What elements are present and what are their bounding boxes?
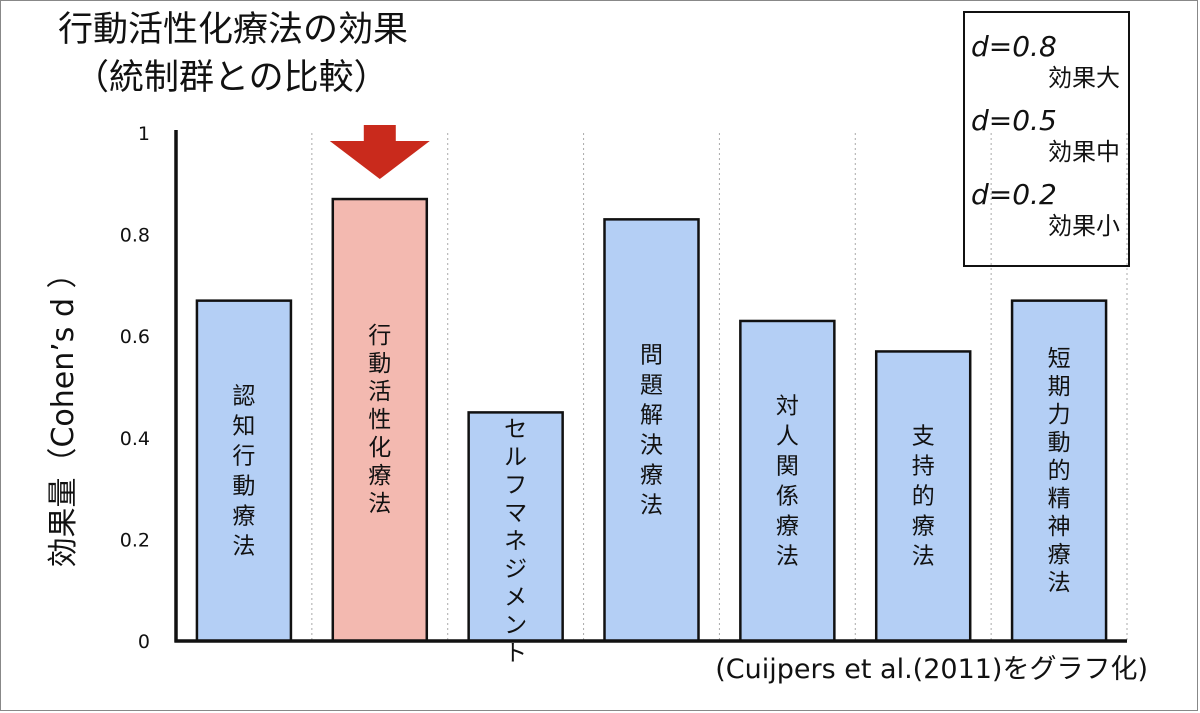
legend-label-large: 効果大 xyxy=(1048,64,1120,92)
bar-category-label: ン xyxy=(504,612,527,638)
bar-category-label: マ xyxy=(504,500,527,526)
bar-category-label: 短 xyxy=(1048,346,1071,372)
bar-category-label: 療 xyxy=(232,503,255,529)
source-citation: (Cuijpers et al.(2011)をグラフ化) xyxy=(715,654,1148,685)
bar-category-label: 療 xyxy=(368,463,391,489)
bar-category-label: 認 xyxy=(232,383,255,409)
bar-category-label: 動 xyxy=(232,473,255,499)
chart-subtitle: （統制群との比較） xyxy=(74,58,389,98)
bar-category-label: 的 xyxy=(1048,458,1071,484)
bar-category-label: 行 xyxy=(368,323,391,349)
bar-category-label: 動 xyxy=(368,351,391,377)
bar-category-label: 題 xyxy=(640,373,663,399)
bar-category-label: 動 xyxy=(1048,430,1071,456)
bar-category-label: 法 xyxy=(912,544,935,570)
bar-category-label: 活 xyxy=(368,379,391,405)
bar-category-label: 化 xyxy=(368,435,391,461)
bar-category-label: フ xyxy=(504,472,527,498)
bar-category-label: ト xyxy=(504,640,527,666)
bar xyxy=(331,197,429,643)
bar xyxy=(195,299,293,643)
bar-category-label: 療 xyxy=(1048,542,1071,568)
y-tick-label: 1 xyxy=(138,123,150,145)
bar-category-label: 法 xyxy=(232,533,255,559)
bar-category-label: 期 xyxy=(1048,374,1071,400)
bar-category-label: 知 xyxy=(232,413,255,439)
legend-d-large: d=0.8 xyxy=(971,30,1057,63)
highlight-arrow-icon xyxy=(329,125,430,180)
legend-label-medium: 効果中 xyxy=(1048,138,1120,166)
bar-category-label: 精 xyxy=(1048,486,1071,512)
y-tick-label: 0.8 xyxy=(120,225,150,247)
bar-category-label: 決 xyxy=(640,433,663,459)
legend-d-small: d=0.2 xyxy=(971,178,1057,211)
bar-category-label: 持 xyxy=(912,454,935,480)
bar-category-label: 行 xyxy=(232,443,255,469)
chart-title: 行動活性化療法の効果 xyxy=(58,10,409,50)
bar-category-label: 関 xyxy=(776,453,799,479)
bar-category-label: 的 xyxy=(912,484,935,510)
bar-category-label: 問 xyxy=(640,343,663,369)
bar-category-label: 療 xyxy=(912,514,935,540)
bar xyxy=(467,411,564,643)
y-tick-label: 0.2 xyxy=(120,529,150,551)
bar-category-label: 性 xyxy=(368,407,391,433)
bar-category-label: 療 xyxy=(640,463,663,489)
bar xyxy=(874,350,972,643)
effect-size-legend: d=0.8 効果大 d=0.5 効果中 d=0.2 効果小 xyxy=(963,11,1130,267)
bar-category-label: 力 xyxy=(1048,402,1071,428)
bar-category-label: 法 xyxy=(640,493,663,519)
bar-category-label: 療 xyxy=(776,513,799,539)
y-tick-label: 0.4 xyxy=(120,428,150,450)
bar-category-label: 解 xyxy=(640,403,663,429)
bar-category-label: ジ xyxy=(504,556,527,582)
bar-category-label: ル xyxy=(504,444,527,470)
bar xyxy=(603,218,700,643)
bar-category-label: 法 xyxy=(776,543,799,569)
y-tick-label: 0 xyxy=(138,631,150,653)
bar-category-label: セ xyxy=(504,416,527,442)
legend-d-medium: d=0.5 xyxy=(971,104,1057,137)
bar-category-label: メ xyxy=(504,584,527,610)
bar-category-label: 神 xyxy=(1048,514,1071,540)
legend-label-small: 効果小 xyxy=(1048,212,1120,240)
bar xyxy=(739,319,836,643)
bar-category-label: 人 xyxy=(776,423,799,449)
bar-category-label: 法 xyxy=(368,491,391,517)
bar-category-label: ネ xyxy=(504,528,527,554)
bar-category-label: 支 xyxy=(912,424,935,450)
bar-category-label: 係 xyxy=(776,483,799,509)
bar-category-label: 法 xyxy=(1048,570,1071,596)
y-tick-label: 0.6 xyxy=(120,326,150,348)
bar-category-label: 対 xyxy=(776,393,799,419)
